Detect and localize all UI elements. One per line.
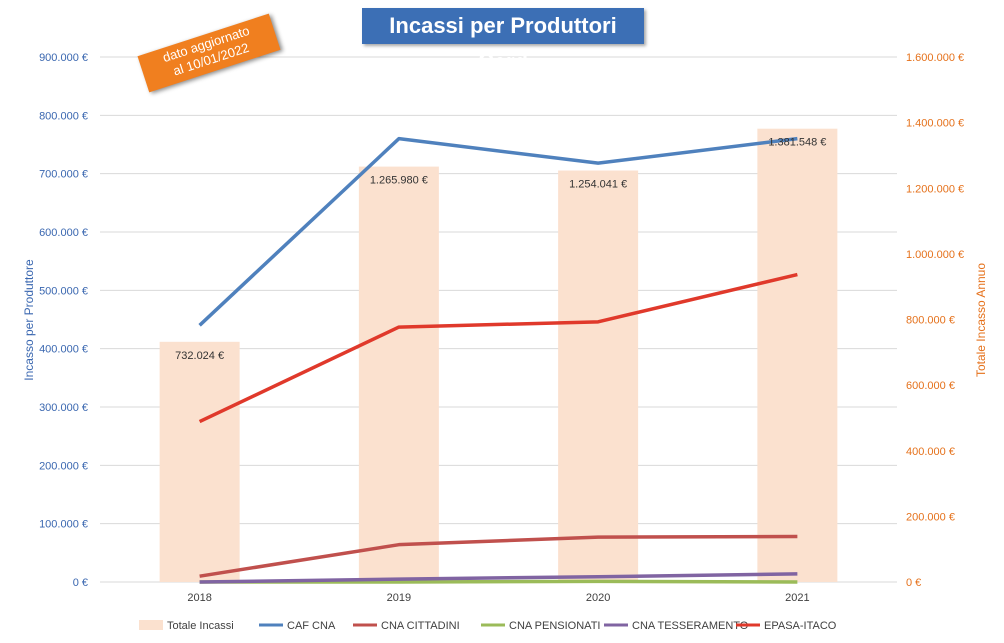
right-axis-label: Totale Incasso Annuo	[974, 263, 988, 377]
right-tick-label: 1.600.000 €	[906, 52, 964, 64]
right-tick-label: 1.200.000 €	[906, 183, 964, 195]
legend-item: CNA PENSIONATI	[481, 620, 600, 632]
right-tick-label: 800.000 €	[906, 315, 955, 327]
left-tick-label: 700.000 €	[39, 169, 88, 181]
left-tick-label: 300.000 €	[39, 402, 88, 414]
right-tick-label: 0 €	[906, 577, 921, 589]
chart-title: Incassi per Produttori Card	[362, 8, 644, 74]
legend-label: EPASA-ITACO	[764, 620, 837, 632]
left-tick-label: 200.000 €	[39, 460, 88, 472]
left-tick-label: 0 €	[73, 577, 88, 589]
x-axis-ticks: 2018 2019 2020 2021	[187, 592, 809, 604]
right-tick-label: 200.000 €	[906, 511, 955, 523]
left-tick-label: 500.000 €	[39, 285, 88, 297]
left-axis-label: Incasso per Produttore	[22, 259, 36, 381]
right-tick-label: 1.000.000 €	[906, 249, 964, 261]
bar-totale-incassi	[558, 170, 639, 582]
left-tick-label: 100.000 €	[39, 519, 88, 531]
series-line-caf-cna	[198, 136, 798, 327]
x-tick-label: 2020	[586, 592, 610, 604]
legend-item: CAF CNA	[259, 620, 336, 632]
bar-data-label: 1.265.980 €	[370, 175, 428, 187]
right-tick-label: 400.000 €	[906, 446, 955, 458]
series-line-cna-cittadini	[199, 534, 798, 578]
left-tick-label: 900.000 €	[39, 52, 88, 64]
legend-label: CNA PENSIONATI	[509, 620, 600, 632]
legend-item: EPASA-ITACO	[736, 620, 837, 632]
right-tick-label: 1.400.000 €	[906, 118, 964, 130]
x-tick-label: 2021	[785, 592, 809, 604]
bar-totale-incassi	[358, 166, 439, 582]
x-tick-label: 2018	[187, 592, 211, 604]
x-tick-label: 2019	[387, 592, 411, 604]
total-bars	[159, 128, 838, 582]
series-line-epasa-itaco	[198, 272, 798, 424]
bar-totale-incassi	[757, 128, 838, 582]
series-lines	[198, 136, 798, 584]
legend-label: CNA TESSERAMENTO	[632, 620, 749, 632]
bar-data-label: 1.254.041 €	[569, 179, 627, 191]
legend: Totale Incassi CAF CNA CNA CITTADINI CNA PE…	[139, 620, 837, 632]
legend-item: Totale Incassi	[139, 620, 234, 632]
bar-totale-incassi	[159, 341, 240, 582]
legend-label: Totale Incassi	[167, 620, 234, 632]
series-line-cna-tesseramento	[199, 572, 798, 584]
left-tick-label: 800.000 €	[39, 110, 88, 122]
legend-swatch	[139, 620, 163, 630]
bar-data-labels: 732.024 € 1.265.980 € 1.254.041 € 1.381.548…	[175, 137, 826, 362]
right-axis-ticks: 0 € 200.000 € 400.000 € 600.000 € 800.000 € 1…	[906, 52, 964, 589]
legend-label: CNA CITTADINI	[381, 620, 460, 632]
bar-data-label: 732.024 €	[175, 350, 224, 362]
legend-item: CNA CITTADINI	[353, 620, 460, 632]
legend-item: CNA TESSERAMENTO	[604, 620, 749, 632]
left-axis-ticks: 0 € 100.000 € 200.000 € 300.000 € 400.000 € 5…	[39, 52, 88, 589]
bar-data-label: 1.381.548 €	[768, 137, 826, 149]
left-tick-label: 400.000 €	[39, 344, 88, 356]
left-tick-label: 600.000 €	[39, 227, 88, 239]
right-tick-label: 600.000 €	[906, 380, 955, 392]
legend-label: CAF CNA	[287, 620, 336, 632]
